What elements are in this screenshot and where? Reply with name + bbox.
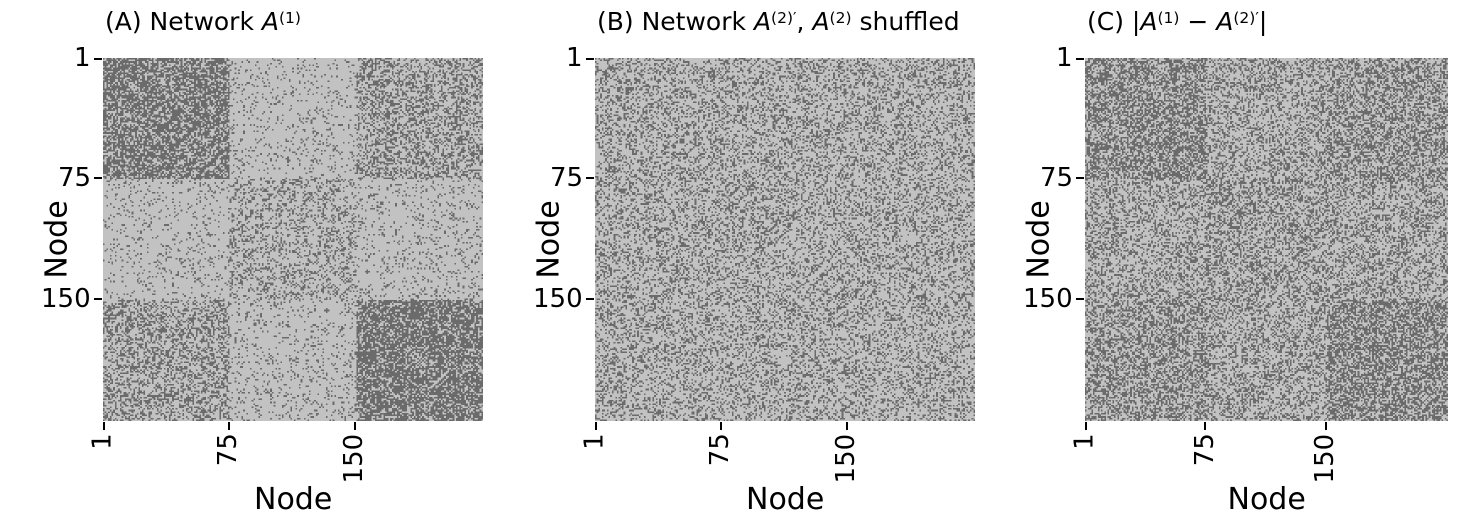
x-tick-label: 1 [87, 433, 118, 450]
x-tick-label: 150 [831, 433, 862, 483]
y-tick-mark [586, 57, 594, 60]
x-tick-label: 1 [579, 433, 610, 450]
y-tick-label: 150 [1023, 283, 1073, 314]
x-tick-mark [719, 422, 722, 430]
x-tick-label: 1 [1069, 433, 1100, 450]
panel-b-adjacency-matrix [595, 58, 975, 421]
x-tick-mark [102, 422, 105, 430]
y-tick-mark [586, 177, 594, 180]
panel-c-title: (C) |A(1) − A(2)′| [1087, 7, 1268, 36]
panel-a-x-axis-label: Node [254, 482, 333, 517]
y-tick-label: 75 [1040, 162, 1074, 193]
y-tick-mark [94, 177, 102, 180]
y-tick-mark [1076, 298, 1084, 301]
y-tick-label: 1 [1056, 43, 1073, 74]
y-tick-label: 75 [58, 162, 92, 193]
y-tick-label: 150 [41, 283, 91, 314]
x-tick-mark [227, 422, 230, 430]
x-tick-mark [1084, 422, 1087, 430]
y-tick-mark [586, 298, 594, 301]
panel-a-y-axis-label: Node [39, 200, 75, 279]
x-tick-mark [354, 422, 357, 430]
x-tick-mark [1325, 422, 1328, 430]
y-tick-mark [94, 57, 102, 60]
x-tick-label: 75 [705, 433, 736, 467]
y-tick-label: 75 [550, 162, 584, 193]
panel-a-adjacency-matrix [103, 58, 483, 421]
x-tick-label: 75 [1189, 433, 1220, 467]
panel-b-x-axis-label: Node [746, 482, 825, 517]
panel-c-adjacency-matrix [1085, 58, 1448, 421]
x-tick-label: 150 [339, 433, 370, 483]
y-tick-label: 150 [533, 283, 583, 314]
panel-b-title: (B) Network A(2)′, A(2) shuffled [597, 7, 960, 36]
y-tick-label: 1 [566, 43, 583, 74]
x-tick-label: 150 [1310, 433, 1341, 483]
y-tick-label: 1 [74, 43, 91, 74]
panel-a-title: (A) Network A(1) [105, 7, 301, 36]
x-tick-mark [594, 422, 597, 430]
panel-b-y-axis-label: Node [531, 200, 567, 279]
x-tick-mark [1204, 422, 1207, 430]
y-tick-mark [1076, 57, 1084, 60]
panel-c-x-axis-label: Node [1227, 482, 1306, 517]
y-tick-mark [1076, 177, 1084, 180]
x-tick-mark [846, 422, 849, 430]
panel-c-y-axis-label: Node [1021, 200, 1057, 279]
x-tick-label: 75 [213, 433, 244, 467]
y-tick-mark [94, 298, 102, 301]
